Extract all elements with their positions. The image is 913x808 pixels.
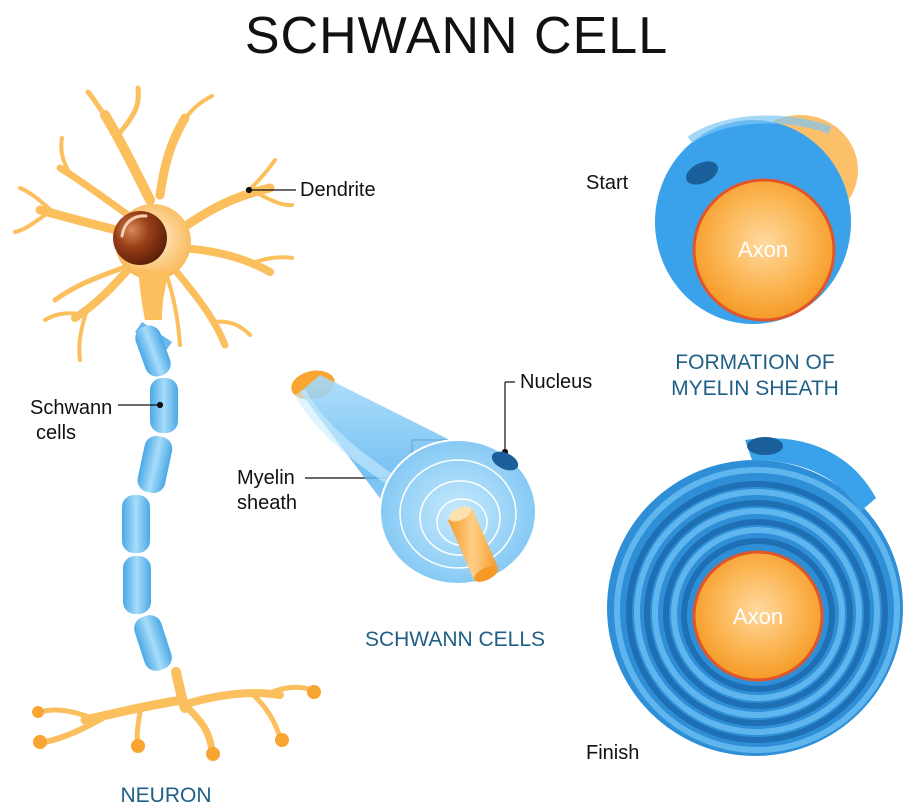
schwann-nucleus-start [686, 161, 718, 185]
axon-cross-section-start [692, 178, 836, 322]
neuron-caption: NEURON [120, 784, 212, 807]
myelin-sheath-label-line2: sheath [237, 492, 298, 514]
formation-caption-line2: MYELIN SHEATH [671, 377, 839, 400]
formation-caption-line1: FORMATION OF [675, 351, 835, 374]
axon-terminals [37, 667, 315, 756]
dendrite-leader-dot [245, 186, 253, 194]
neuron-nucleus [113, 211, 167, 265]
formation-start-illustration [655, 115, 858, 324]
schwann-cells-leader-dot [156, 401, 164, 409]
axon-label-start: Axon [738, 237, 789, 262]
schwann-segments [122, 322, 178, 671]
schwann-cells-label-line1: Schwann [30, 397, 113, 419]
neuron-illustration [13, 85, 321, 761]
myelin-sheath-label-line1: Myelin [237, 467, 295, 489]
start-label: Start [586, 172, 629, 194]
schwann-cells-caption: SCHWANN CELLS [364, 628, 546, 651]
finish-label: Finish [586, 742, 640, 764]
nucleus-label: Nucleus [520, 371, 593, 393]
formation-finish-illustration [607, 437, 903, 756]
schwann-cylinder-illustration [291, 370, 537, 585]
axon-label-finish: Axon [733, 604, 784, 629]
dendrite-label: Dendrite [300, 179, 376, 201]
axon-rod [448, 508, 498, 580]
schwann-cells-label-line2: cells [36, 422, 77, 444]
axon-hillock [138, 270, 170, 320]
axon-cross-section-finish [692, 550, 824, 682]
schwann-nucleus-finish [747, 437, 783, 455]
page-title: SCHWANN CELL [244, 7, 669, 65]
myelin-layers [614, 467, 900, 753]
schwann-nucleus [491, 451, 519, 471]
